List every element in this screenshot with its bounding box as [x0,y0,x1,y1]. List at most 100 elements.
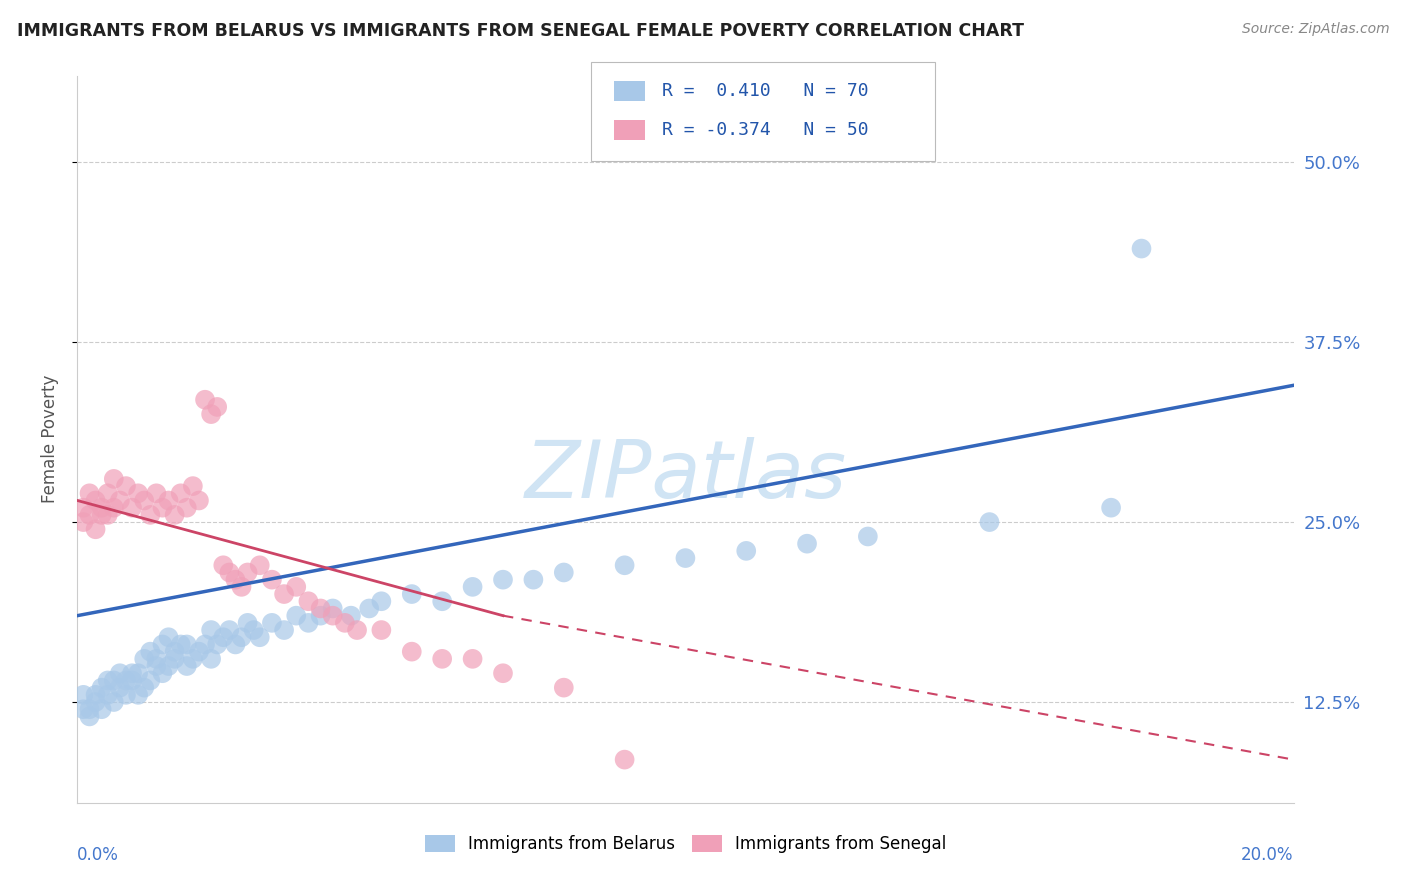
Point [79,508,101,522]
Point [152,500,174,515]
Point [285,608,308,623]
Point [97,688,120,702]
Point [170,486,193,500]
Point [553,566,575,580]
Point [340,608,363,623]
Point [194,392,217,407]
Point [309,608,332,623]
Point [181,479,204,493]
Point [522,573,544,587]
Point [613,753,636,767]
Point [309,601,332,615]
Point [322,601,344,615]
Point [333,615,356,630]
Point [249,630,271,644]
Point [461,580,484,594]
Point [103,500,125,515]
Point [134,681,156,695]
Point [157,659,180,673]
Point [492,666,515,681]
Point [205,637,228,651]
Point [134,652,156,666]
Point [108,681,131,695]
Point [152,666,174,681]
Point [90,508,112,522]
Point [176,637,198,651]
Text: 20.0%: 20.0% [1241,847,1294,864]
Point [72,702,94,716]
Text: 0.0%: 0.0% [77,847,120,864]
Point [97,508,120,522]
Point [115,479,138,493]
Point [401,587,423,601]
Point [200,407,222,421]
Point [121,673,143,688]
Point [103,695,125,709]
Point [285,580,308,594]
Point [72,515,94,529]
Point [236,615,259,630]
Point [430,594,453,608]
Point [322,608,344,623]
Y-axis label: Female Poverty: Female Poverty [41,376,59,503]
Point [90,681,112,695]
Point [176,659,198,673]
Point [297,594,319,608]
Point [236,566,259,580]
Point [176,500,198,515]
Point [139,508,162,522]
Point [115,673,138,688]
Text: R =  0.410   N = 70: R = 0.410 N = 70 [662,82,869,100]
Point [163,652,186,666]
Point [163,508,186,522]
Point [273,623,295,637]
Point [108,493,131,508]
Point [249,558,271,573]
Legend: Immigrants from Belarus, Immigrants from Senegal: Immigrants from Belarus, Immigrants from… [418,829,953,860]
Point [224,637,246,651]
Point [492,573,515,587]
Point [121,500,143,515]
Point [260,615,283,630]
Point [139,673,162,688]
Point [231,580,253,594]
Point [796,537,818,551]
Point [97,673,120,688]
Point [1130,242,1153,256]
Point [212,630,235,644]
Point [90,500,112,515]
Point [72,500,94,515]
Point [103,673,125,688]
Point [157,630,180,644]
Point [127,666,149,681]
Point [145,486,167,500]
Point [188,645,211,659]
Point [90,702,112,716]
Point [359,601,381,615]
Point [115,688,138,702]
Point [856,529,879,543]
Point [430,652,453,666]
Point [401,645,423,659]
Point [675,551,697,566]
Point [273,587,295,601]
Point [170,637,193,651]
Text: ZIPatlas: ZIPatlas [524,437,846,515]
Point [553,681,575,695]
Text: Source: ZipAtlas.com: Source: ZipAtlas.com [1241,22,1389,37]
Point [188,493,211,508]
Point [145,652,167,666]
Point [84,695,107,709]
Point [979,515,1001,529]
Point [613,558,636,573]
Point [242,623,264,637]
Point [297,615,319,630]
Point [260,573,283,587]
Text: IMMIGRANTS FROM BELARUS VS IMMIGRANTS FROM SENEGAL FEMALE POVERTY CORRELATION CH: IMMIGRANTS FROM BELARUS VS IMMIGRANTS FR… [17,22,1024,40]
Point [157,493,180,508]
Point [461,652,484,666]
Point [231,630,253,644]
Point [79,709,101,723]
Point [370,594,392,608]
Point [152,637,174,651]
